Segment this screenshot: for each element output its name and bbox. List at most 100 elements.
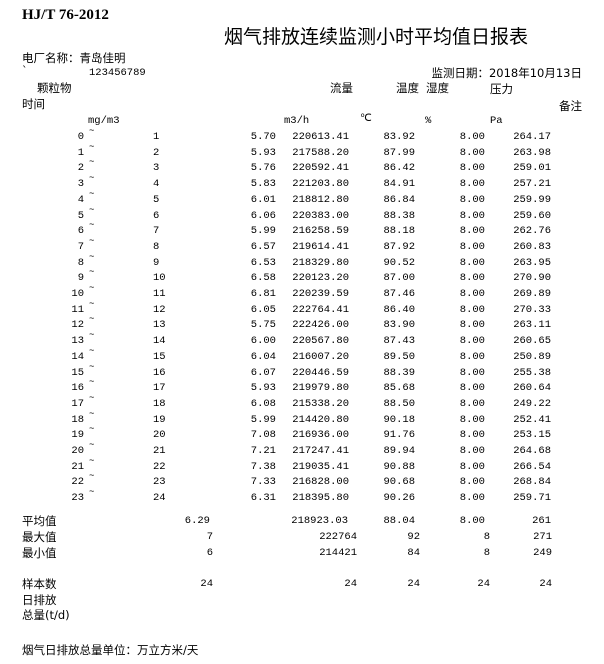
- tilde-separator: ~: [89, 392, 95, 403]
- particulate-value: 5.76: [250, 162, 276, 175]
- standard-code: HJ/T 76-2012: [22, 7, 109, 23]
- hour-to: 3: [153, 162, 160, 175]
- hour-from: 0: [77, 131, 84, 143]
- hour-from: 18: [71, 413, 84, 426]
- pressure-value: 257.21: [513, 178, 551, 191]
- temperature-value: 86.40: [383, 303, 415, 316]
- tilde-separator: ~: [89, 487, 95, 498]
- hour-to: 5: [153, 193, 160, 206]
- humidity-value: 8.00: [459, 350, 485, 363]
- temperature-value: 90.18: [383, 413, 415, 426]
- temperature-value: 84.91: [383, 178, 415, 191]
- summary-humidity-value: 8.00: [459, 515, 485, 527]
- hour-from: 7: [77, 240, 84, 253]
- hour-from: 4: [77, 193, 84, 206]
- unit-humidity: %: [425, 115, 432, 127]
- pressure-value: 252.41: [513, 413, 551, 426]
- summary-flow-value: 218923.03: [291, 515, 348, 527]
- tilde-separator: ~: [89, 408, 95, 419]
- hour-to: 11: [153, 288, 166, 300]
- temperature-value: 90.26: [383, 492, 415, 505]
- footer-unit-note: 烟气日排放总量单位：万立方米/天: [22, 643, 199, 657]
- temperature-value: 89.94: [383, 445, 415, 457]
- summary-flow-value: 24: [344, 578, 357, 590]
- temperature-value: 87.46: [383, 288, 415, 300]
- tilde-separator: ~: [89, 471, 95, 482]
- hour-from: 21: [71, 460, 84, 473]
- humidity-value: 8.00: [459, 429, 485, 442]
- tilde-separator: ~: [89, 345, 95, 356]
- particulate-value: 6.31: [250, 492, 276, 505]
- temperature-value: 86.84: [383, 193, 415, 206]
- tilde-separator: ~: [89, 440, 95, 450]
- hour-to: 18: [153, 397, 166, 410]
- plant-name: 电厂名称：青岛佳明: [22, 51, 126, 65]
- summary-humidity-value: 24: [477, 578, 490, 590]
- hour-to: 14: [153, 335, 166, 348]
- pressure-value: 263.11: [513, 319, 551, 332]
- summary-label: 样本数: [22, 577, 57, 591]
- summary-label: 平均值: [22, 514, 57, 528]
- tilde-separator: ~: [89, 283, 95, 293]
- humidity-value: 8.00: [459, 460, 485, 473]
- summary-label: 最小值: [22, 546, 57, 560]
- summary-pressure-value: 249: [533, 547, 552, 559]
- monitoring-date: 监测日期：2018年10月13日: [431, 66, 582, 80]
- temperature-value: 85.68: [383, 382, 415, 395]
- humidity-value: 8.00: [459, 397, 485, 410]
- particulate-value: 6.04: [250, 350, 276, 363]
- humidity-value: 8.00: [459, 492, 485, 505]
- pressure-value: 253.15: [513, 429, 551, 442]
- summary-flow-value: 222764: [319, 531, 357, 543]
- summary-temperature-value: 92: [407, 531, 420, 543]
- particulate-value: 6.08: [250, 397, 276, 410]
- summary-particulate-value: 7: [206, 531, 213, 543]
- hour-to: 7: [153, 225, 160, 238]
- particulate-value: 5.99: [250, 225, 276, 238]
- hour-from: 5: [77, 209, 84, 222]
- unit-temperature: ℃: [360, 113, 372, 125]
- hour-from: 1: [77, 146, 84, 159]
- flow-value: 217588.20: [292, 146, 349, 159]
- flow-value: 217247.41: [292, 445, 349, 457]
- particulate-value: 5.83: [250, 178, 276, 191]
- summary-humidity-value: 8: [483, 547, 490, 559]
- pressure-value: 269.89: [513, 288, 551, 300]
- pressure-value: 255.38: [513, 366, 551, 379]
- header-particulate: 颗粒物: [37, 81, 72, 95]
- tilde-separator: ~: [89, 361, 95, 372]
- humidity-value: 8.00: [459, 209, 485, 222]
- particulate-value: 7.08: [250, 429, 276, 442]
- summary-particulate-value: 6.29: [184, 515, 210, 527]
- particulate-value: 5.99: [250, 413, 276, 426]
- hour-from: 14: [71, 350, 84, 363]
- particulate-value: 6.53: [250, 256, 276, 269]
- tilde-separator: ~: [89, 298, 95, 309]
- temperature-value: 87.00: [383, 272, 415, 285]
- humidity-value: 8.00: [459, 272, 485, 285]
- header-pressure: 压力: [490, 82, 513, 96]
- flow-value: 220592.41: [292, 162, 349, 175]
- flow-value: 220567.80: [292, 335, 349, 348]
- header-remarks: 备注: [559, 99, 582, 113]
- temperature-value: 91.76: [383, 429, 415, 442]
- humidity-value: 8.00: [459, 162, 485, 175]
- header-humidity: 湿度: [426, 81, 449, 95]
- hour-to: 17: [153, 382, 166, 395]
- header-temperature: 温度: [396, 81, 419, 95]
- hour-from: 11: [71, 303, 84, 316]
- humidity-value: 8.00: [459, 476, 485, 489]
- summary-pressure-value: 261: [532, 515, 551, 527]
- flow-value: 220446.59: [292, 366, 349, 379]
- pressure-value: 260.64: [513, 382, 551, 395]
- header-time: 时间: [22, 97, 45, 111]
- humidity-value: 8.00: [459, 303, 485, 316]
- tilde-separator: ~: [89, 235, 95, 246]
- hour-to: 2: [153, 146, 160, 159]
- hour-to: 4: [153, 178, 160, 191]
- hour-from: 6: [77, 225, 84, 238]
- humidity-value: 8.00: [459, 319, 485, 332]
- pressure-value: 263.95: [513, 256, 551, 269]
- hour-to: 23: [153, 476, 166, 489]
- backtick-mark: `: [22, 64, 28, 77]
